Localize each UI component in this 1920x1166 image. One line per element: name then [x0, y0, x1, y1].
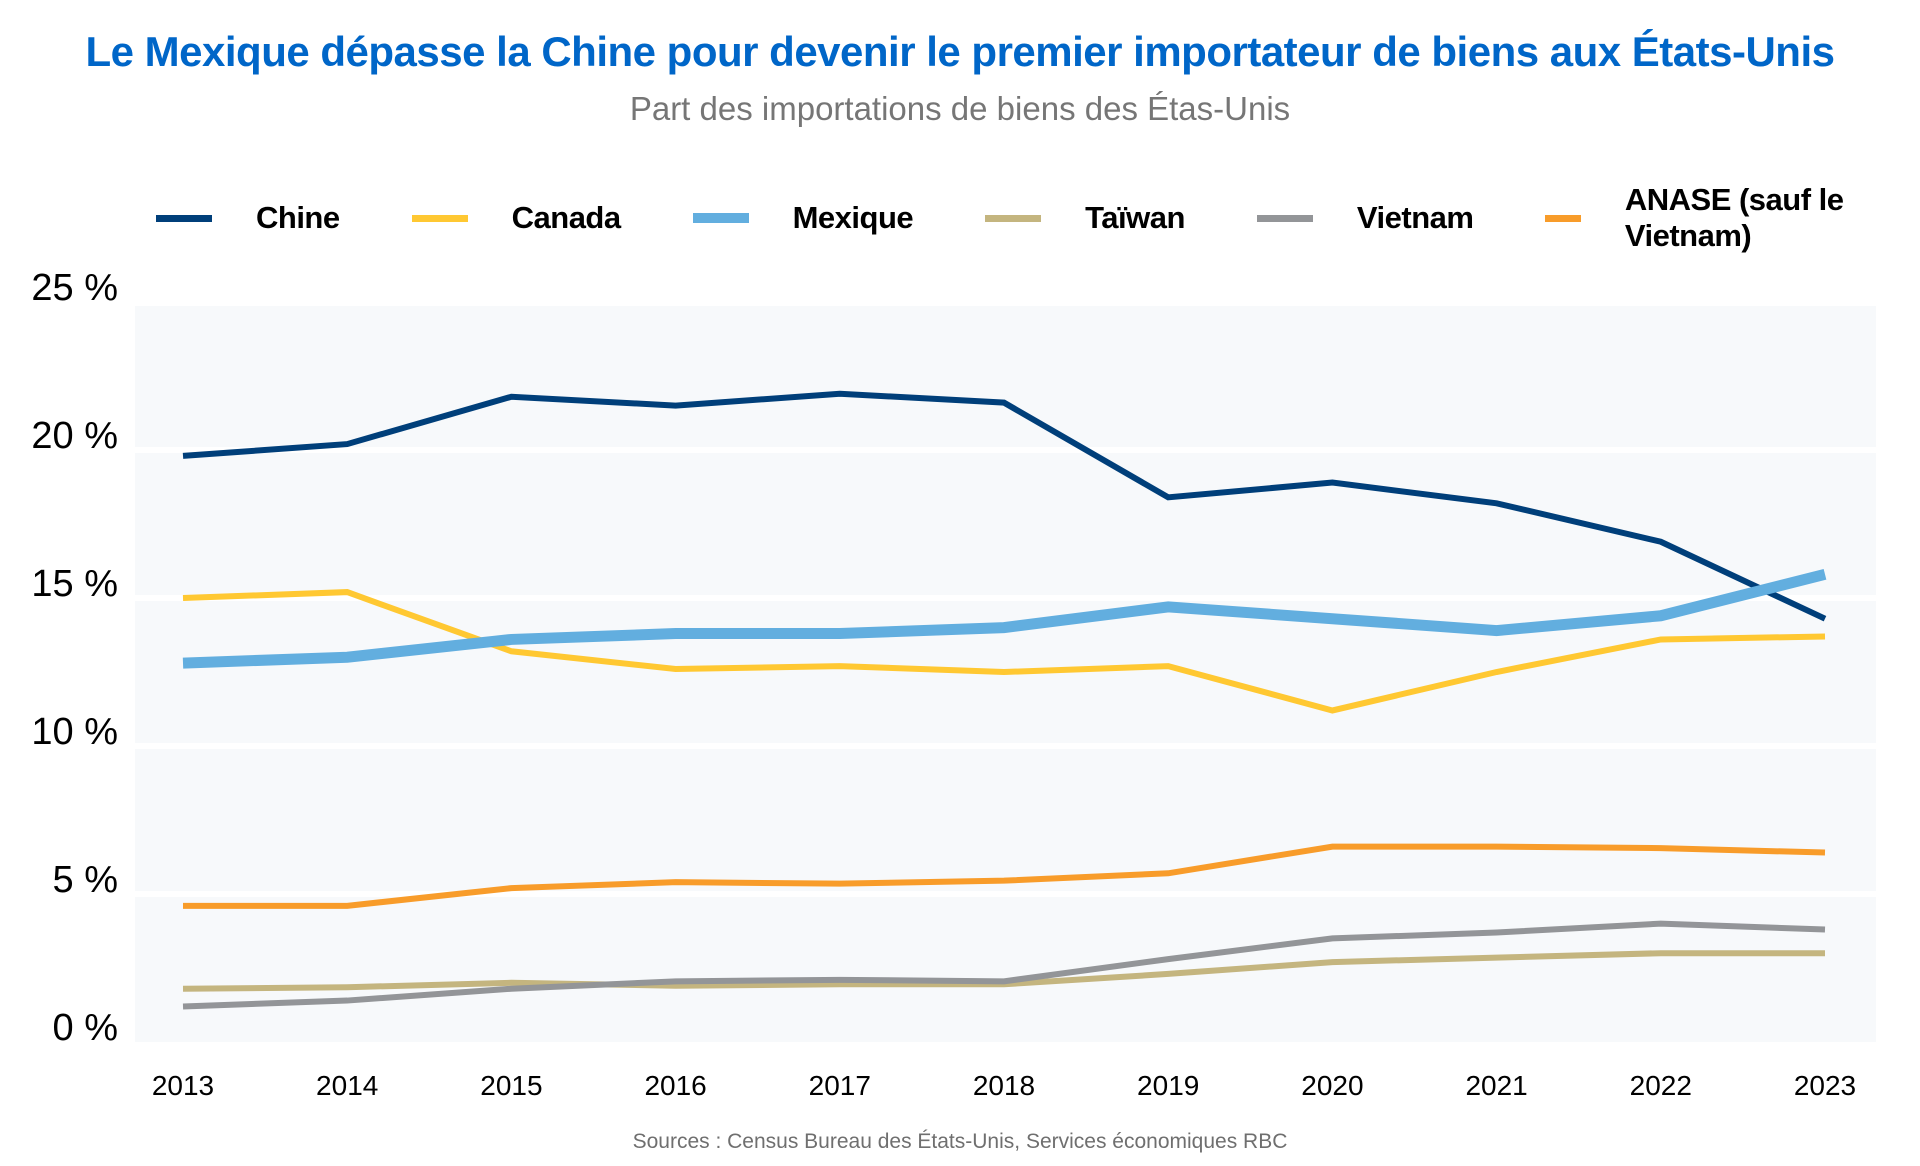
x-tick-label: 2016 — [644, 1070, 706, 1101]
legend: Chine Canada Mexique Taïwan Vietnam ANAS… — [156, 182, 1920, 254]
series-line-chine — [182, 390, 1827, 622]
legend-label-vietnam: Vietnam — [1356, 200, 1474, 235]
y-tick-label: 20 % — [31, 415, 118, 457]
legend-item-mexique: Mexique — [692, 200, 914, 236]
x-axis: 2013 2014 2015 2016 2017 2018 2019 2020 2021 2022… — [152, 1070, 1856, 1101]
legend-swatch-canada — [411, 214, 468, 222]
x-tick-label: 2021 — [1465, 1070, 1527, 1101]
legend-item-taiwan: Taïwan — [985, 200, 1185, 236]
x-tick-label: 2019 — [1137, 1070, 1199, 1101]
legend-label-canada: Canada — [511, 200, 621, 235]
series-lines — [182, 390, 1827, 1010]
x-tick-label: 2013 — [152, 1070, 214, 1101]
legend-item-anase: ANASE (sauf le Vietnam) — [1545, 182, 1848, 254]
legend-swatch-chine — [156, 214, 212, 222]
x-tick-label: 2015 — [480, 1070, 542, 1101]
x-tick-label: 2020 — [1301, 1070, 1363, 1101]
gridlines — [135, 447, 1876, 897]
x-tick-label: 2022 — [1630, 1070, 1692, 1101]
y-tick-label: 5 % — [53, 859, 118, 901]
y-tick-label: 25 % — [31, 267, 118, 309]
legend-swatch-anase — [1545, 214, 1581, 222]
legend-label-anase: ANASE (sauf le Vietnam) — [1624, 182, 1844, 253]
x-tick-label: 2023 — [1794, 1070, 1856, 1101]
series-line-vietnam — [182, 920, 1826, 1010]
y-tick-label: 0 % — [53, 1007, 118, 1049]
chart-subtitle: Part des importations de biens des Étas-… — [629, 90, 1291, 127]
legend-label-chine: Chine — [256, 200, 340, 235]
chart-title: Le Mexique dépasse la Chine pour devenir… — [85, 28, 1835, 75]
x-tick-label: 2018 — [973, 1070, 1035, 1101]
series-line-canada — [182, 589, 1826, 714]
legend-item-canada: Canada — [411, 200, 621, 236]
legend-swatch-taiwan — [985, 214, 1042, 222]
source-note: Sources : Census Bureau des États-Unis, … — [632, 1130, 1288, 1153]
y-tick-label: 10 % — [31, 711, 118, 753]
x-tick-label: 2014 — [316, 1070, 378, 1101]
y-tick-label: 15 % — [31, 563, 118, 605]
y-axis: 0 % 5 % 10 % 15 % 20 % 25 % — [31, 267, 118, 1049]
x-tick-label: 2017 — [809, 1070, 871, 1101]
legend-item-vietnam: Vietnam — [1256, 200, 1474, 236]
legend-label-taiwan: Taïwan — [1085, 200, 1185, 235]
series-line-anase-sauf-le-vietnam — [183, 843, 1826, 909]
legend-label-mexique: Mexique — [792, 200, 914, 235]
legend-swatch-mexique — [692, 213, 749, 223]
legend-item-chine: Chine — [156, 200, 340, 236]
series-line-mexique — [182, 568, 1827, 669]
legend-swatch-vietnam — [1256, 214, 1313, 222]
